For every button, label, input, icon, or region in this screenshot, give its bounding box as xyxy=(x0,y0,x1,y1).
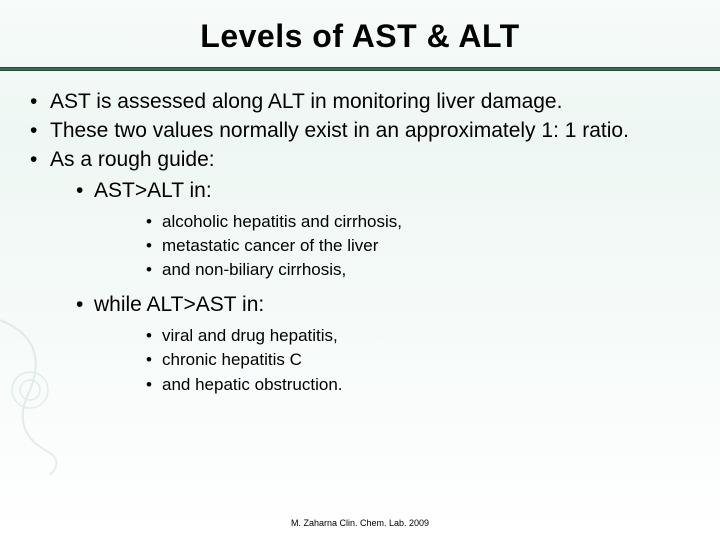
bullet-item: These two values normally exist in an ap… xyxy=(22,118,698,145)
bullet-list-level1: AST is assessed along ALT in monitoring … xyxy=(22,89,698,396)
bullet-item: while ALT>AST in: viral and drug hepatit… xyxy=(50,292,698,396)
bullet-item: As a rough guide: AST>ALT in: alcoholic … xyxy=(22,147,698,396)
bullet-list-level2: AST>ALT in: alcoholic hepatitis and cirr… xyxy=(50,178,698,396)
bullet-text: while ALT>AST in: xyxy=(94,293,264,316)
slide-title: Levels of AST & ALT xyxy=(0,18,720,55)
bullet-item: viral and drug hepatitis, xyxy=(94,325,698,347)
bullet-item: metastatic cancer of the liver xyxy=(94,235,698,257)
bullet-item: alcoholic hepatitis and cirrhosis, xyxy=(94,211,698,233)
bullet-item: AST>ALT in: alcoholic hepatitis and cirr… xyxy=(50,178,698,282)
title-divider xyxy=(0,67,720,71)
bullet-item: chronic hepatitis C xyxy=(94,349,698,371)
bullet-item: and hepatic obstruction. xyxy=(94,374,698,396)
bullet-text: As a rough guide: xyxy=(50,148,215,171)
slide: Levels of AST & ALT AST is assessed alon… xyxy=(0,0,720,540)
bullet-text: AST>ALT in: xyxy=(94,179,212,202)
bullet-list-level3: alcoholic hepatitis and cirrhosis, metas… xyxy=(94,211,698,282)
bullet-list-level3: viral and drug hepatitis, chronic hepati… xyxy=(94,325,698,396)
bullet-item: AST is assessed along ALT in monitoring … xyxy=(22,89,698,116)
slide-content: AST is assessed along ALT in monitoring … xyxy=(0,89,720,396)
slide-footer: M. Zaharna Clin. Chem. Lab. 2009 xyxy=(0,518,720,528)
bullet-item: and non-biliary cirrhosis, xyxy=(94,259,698,281)
